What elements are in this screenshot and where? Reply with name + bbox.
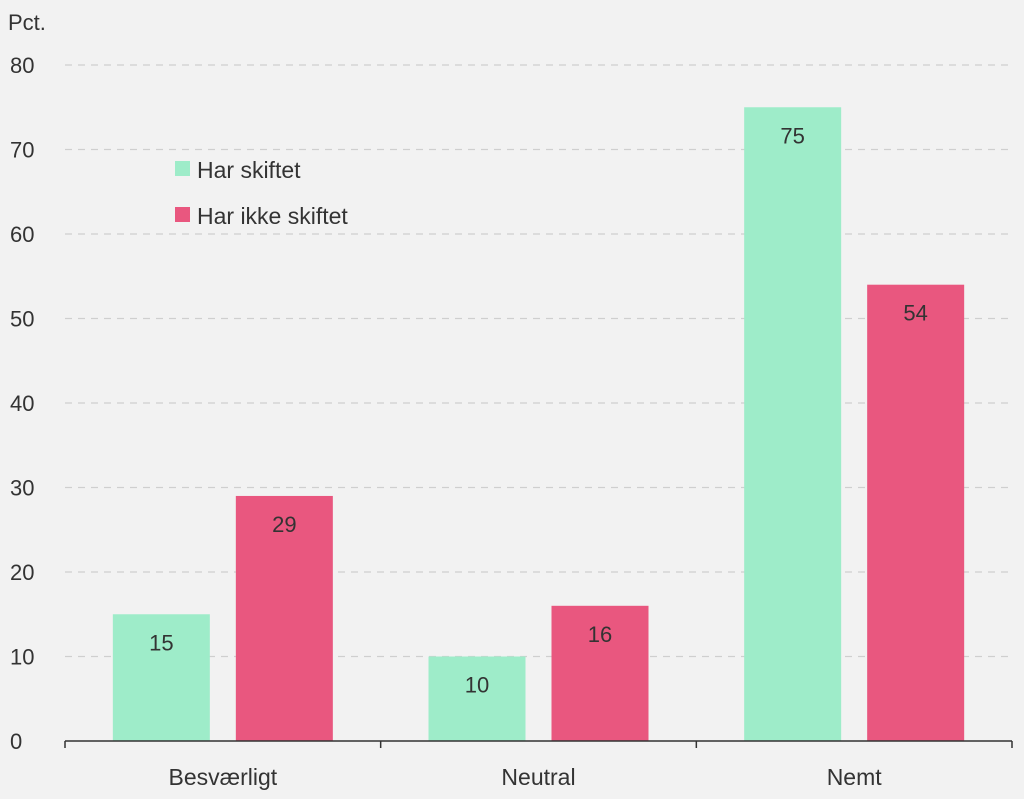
bar [551, 605, 649, 741]
bar [867, 284, 965, 741]
y-tick-label: 30 [10, 476, 34, 501]
y-axis-unit-label: Pct. [8, 10, 46, 35]
y-tick-label: 0 [10, 729, 22, 754]
y-tick-label: 40 [10, 391, 34, 416]
legend-swatch-har-ikke-skiftet [175, 207, 190, 222]
legend-label-har-ikke-skiftet: Har ikke skiftet [197, 203, 348, 229]
y-tick-label: 50 [10, 307, 34, 332]
legend-swatch-har-skiftet [175, 161, 190, 176]
y-tick-label: 20 [10, 560, 34, 585]
y-tick-label: 80 [10, 53, 34, 78]
y-axis-ticks: 0 10 20 30 40 50 60 70 80 [10, 53, 34, 754]
data-label: 15 [149, 630, 173, 655]
data-label: 10 [465, 673, 489, 698]
data-label: 75 [780, 123, 804, 148]
data-label: 16 [588, 622, 612, 647]
bar [428, 656, 526, 741]
bar [744, 107, 842, 741]
x-category-label: Besværligt [169, 764, 278, 790]
y-tick-label: 60 [10, 222, 34, 247]
gridlines [65, 64, 1012, 658]
bar [235, 495, 333, 741]
y-tick-label: 70 [10, 138, 34, 163]
legend: Har skiftet Har ikke skiftet [175, 157, 348, 229]
x-category-label: Nemt [827, 764, 883, 790]
data-label: 54 [903, 301, 927, 326]
y-tick-label: 10 [10, 645, 34, 670]
x-category-label: Neutral [501, 764, 575, 790]
legend-label-har-skiftet: Har skiftet [197, 157, 301, 183]
x-axis: Besværligt Neutral Nemt [64, 740, 1013, 790]
bars [112, 107, 965, 741]
bar [112, 614, 210, 741]
data-label: 29 [272, 512, 296, 537]
data-labels: 15 29 10 16 75 54 [149, 123, 928, 697]
